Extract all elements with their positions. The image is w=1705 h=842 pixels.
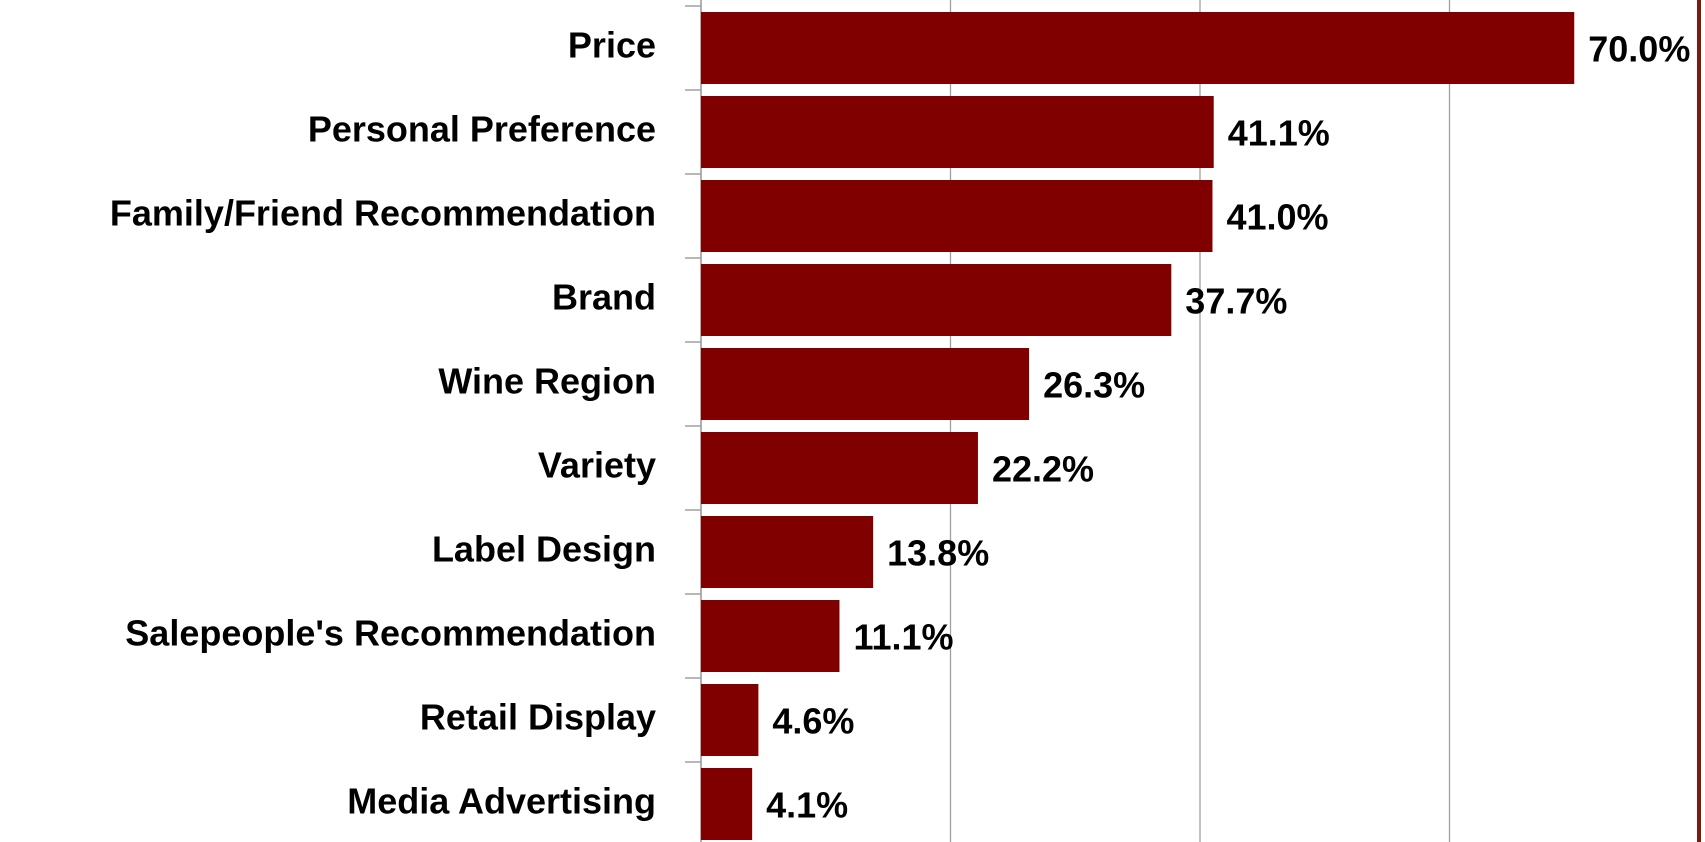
bar (701, 600, 840, 672)
category-label: Wine Region (438, 361, 656, 402)
category-label: Price (568, 25, 656, 66)
data-label: 4.6% (772, 701, 854, 742)
bar (701, 432, 978, 504)
category-label: Variety (538, 445, 656, 486)
data-label: 41.1% (1228, 113, 1330, 154)
bar (701, 264, 1172, 336)
bar (701, 96, 1214, 168)
bar (701, 180, 1213, 252)
data-label: 13.8% (887, 533, 989, 574)
data-label: 26.3% (1043, 365, 1145, 406)
data-label: 22.2% (992, 449, 1094, 490)
category-label: Media Advertising (347, 781, 656, 822)
data-label: 70.0% (1588, 29, 1690, 70)
data-label: 4.1% (766, 785, 848, 826)
category-label: Salepeople's Recommendation (125, 613, 656, 654)
data-label: 37.7% (1185, 281, 1287, 322)
category-label: Family/Friend Recommendation (110, 193, 656, 234)
bar (701, 516, 874, 588)
bar (701, 348, 1030, 420)
data-label: 11.1% (853, 617, 953, 658)
bar (701, 12, 1575, 84)
bar (701, 768, 753, 840)
data-label: 41.0% (1226, 197, 1328, 238)
bar (701, 684, 759, 756)
category-label: Brand (552, 277, 656, 318)
category-label: Retail Display (420, 697, 656, 738)
category-label: Label Design (432, 529, 656, 570)
category-label: Personal Preference (308, 109, 656, 150)
